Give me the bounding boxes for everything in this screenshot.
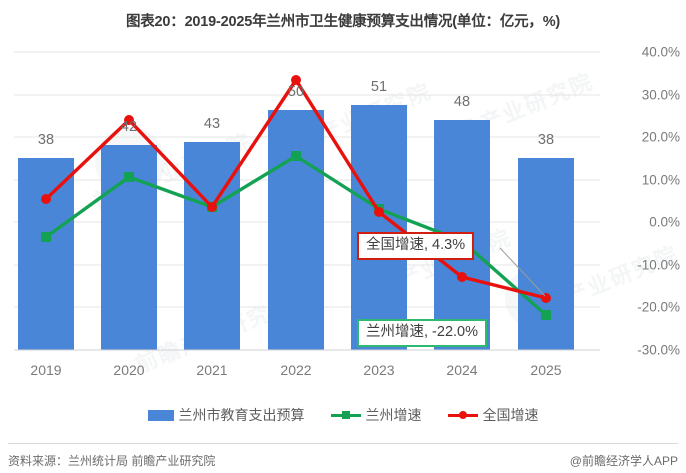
- footer-divider: [8, 443, 678, 444]
- bar-group: [18, 105, 574, 350]
- legend-item-lanzhou-growth[interactable]: 兰州增速: [330, 405, 422, 425]
- xtick-2021: 2021: [196, 362, 228, 378]
- marker-national-2019[interactable]: [41, 194, 51, 204]
- ytick-20: 20.0%: [641, 129, 680, 145]
- marker-national-2022[interactable]: [291, 75, 301, 85]
- legend-item-national-growth[interactable]: 全国增速: [447, 405, 539, 425]
- bar-2021[interactable]: [184, 142, 240, 350]
- marker-national-2020[interactable]: [124, 115, 134, 125]
- ytick-neg10: -10.0%: [637, 257, 680, 273]
- bar-2019[interactable]: [18, 158, 74, 350]
- ytick-40: 40.0%: [641, 44, 680, 60]
- marker-national-2024[interactable]: [457, 272, 467, 282]
- ytick-30: 30.0%: [641, 87, 680, 103]
- bar-value-2022: 50: [287, 84, 305, 100]
- marker-lanzhou-2022[interactable]: [291, 151, 301, 161]
- ytick-neg30: -30.0%: [637, 342, 680, 358]
- xtick-2023: 2023: [363, 362, 395, 378]
- legend-label-lanzhou-growth: 兰州增速: [365, 407, 422, 423]
- ytick-10: 10.0%: [641, 172, 680, 188]
- footer-source: 资料来源：兰州统计局 前瞻产业研究院: [8, 454, 216, 468]
- footer-brand: @前瞻经济学人APP: [569, 454, 678, 468]
- bar-value-2021: 43: [203, 116, 221, 132]
- callout-lanzhou-growth[interactable]: 兰州增速, -22.0%: [357, 319, 487, 347]
- legend-label-budget: 兰州市教育支出预算: [178, 407, 305, 423]
- bar-2022[interactable]: [268, 110, 324, 350]
- bar-2025[interactable]: [518, 158, 574, 350]
- marker-national-2021[interactable]: [207, 202, 217, 212]
- legend-swatch-red-line-icon: [447, 409, 478, 421]
- legend-swatch-bar-icon: [147, 409, 174, 421]
- plot-area: 前瞻产业研究院 前瞻产业研究院 前瞻产业研究院 前瞻产业研究院 前瞻产业研究院 …: [0, 32, 686, 378]
- xtick-2025: 2025: [530, 362, 562, 378]
- marker-lanzhou-2025[interactable]: [541, 310, 551, 320]
- bar-value-2019: 38: [37, 132, 55, 148]
- bar-value-2025: 38: [537, 132, 555, 148]
- xtick-2022: 2022: [280, 362, 312, 378]
- ytick-neg20: -20.0%: [637, 299, 680, 315]
- xtick-2024: 2024: [446, 362, 478, 378]
- bar-value-2023: 51: [370, 79, 388, 95]
- markers-national-growth: [41, 75, 551, 303]
- chart-canvas: [14, 51, 600, 351]
- marker-lanzhou-2020[interactable]: [124, 172, 134, 182]
- legend-item-budget[interactable]: 兰州市教育支出预算: [147, 405, 305, 425]
- callout-national-growth[interactable]: 全国增速, 4.3%: [357, 232, 475, 260]
- ytick-0: 0.0%: [649, 214, 680, 230]
- xtick-2019: 2019: [30, 362, 62, 378]
- marker-national-2023[interactable]: [374, 207, 384, 217]
- callout-leader-line: [499, 247, 546, 297]
- legend-swatch-green-line-icon: [330, 409, 361, 421]
- bar-value-2024: 48: [453, 94, 471, 110]
- xtick-2020: 2020: [113, 362, 145, 378]
- chart-legend: 兰州市教育支出预算 兰州增速 全国增速: [0, 405, 686, 425]
- marker-national-2025[interactable]: [541, 293, 551, 303]
- marker-lanzhou-2019[interactable]: [41, 232, 51, 242]
- legend-label-national-growth: 全国增速: [482, 407, 539, 423]
- page-title: 图表20：2019-2025年兰州市卫生健康预算支出情况(单位：亿元，%): [125, 14, 561, 30]
- bar-value-2020: 42: [120, 119, 138, 135]
